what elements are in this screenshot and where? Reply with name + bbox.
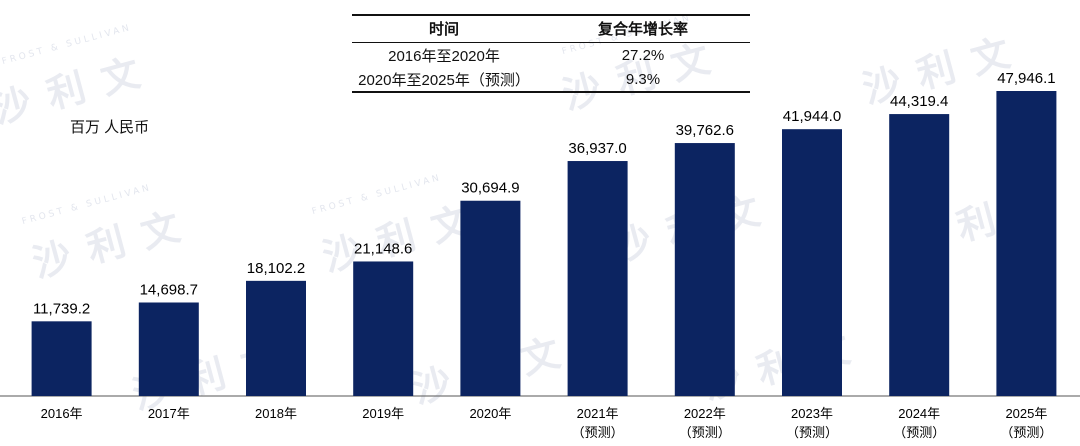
value-label: 41,944.0 bbox=[783, 108, 841, 125]
bar bbox=[889, 114, 950, 397]
cagr-header-period: 时间 bbox=[352, 14, 536, 43]
value-label: 44,319.4 bbox=[890, 93, 948, 110]
value-label: 14,698.7 bbox=[140, 281, 198, 298]
value-label: 21,148.6 bbox=[354, 240, 412, 257]
cagr-rate: 9.3% bbox=[536, 67, 750, 93]
cagr-header-rate: 复合年增长率 bbox=[536, 14, 750, 43]
x-tick-label: 2019年 bbox=[362, 406, 404, 421]
x-tick-label: 2018年 bbox=[255, 406, 297, 421]
bar bbox=[567, 161, 628, 396]
cagr-period: 2020年至2025年（预测） bbox=[352, 67, 536, 93]
value-label: 18,102.2 bbox=[247, 260, 305, 277]
bar bbox=[353, 261, 414, 396]
bar bbox=[31, 321, 92, 396]
table-row: 2020年至2025年（预测） 9.3% bbox=[352, 67, 750, 93]
x-tick-sublabel: （预测） bbox=[786, 425, 838, 440]
value-label: 39,762.6 bbox=[676, 122, 734, 139]
cagr-table: 时间 复合年增长率 2016年至2020年 27.2% 2020年至2025年（… bbox=[352, 14, 750, 93]
bar bbox=[996, 91, 1057, 396]
x-tick-label: 2022年 bbox=[684, 406, 726, 421]
value-label: 47,946.1 bbox=[997, 70, 1055, 87]
cagr-table-header: 时间 复合年增长率 bbox=[352, 14, 750, 43]
bar bbox=[460, 200, 521, 396]
x-tick-sublabel: （预测） bbox=[679, 425, 731, 440]
value-label: 36,937.0 bbox=[568, 140, 626, 157]
x-tick-label: 2023年 bbox=[791, 406, 833, 421]
x-tick-sublabel: （预测） bbox=[893, 425, 945, 440]
x-tick-label: 2021年 bbox=[577, 406, 619, 421]
x-tick-label: 2025年 bbox=[1005, 406, 1047, 421]
x-tick-label: 2017年 bbox=[148, 406, 190, 421]
cagr-rate: 27.2% bbox=[621, 47, 665, 64]
cagr-period: 2016年至2020年 bbox=[388, 48, 500, 65]
x-tick-sublabel: （预测） bbox=[1000, 425, 1052, 440]
x-tick-sublabel: （预测） bbox=[572, 425, 624, 440]
bar bbox=[782, 129, 842, 396]
value-label: 11,739.2 bbox=[33, 300, 90, 317]
unit-label: 百万 人民币 bbox=[70, 119, 150, 136]
x-tick-label: 2016年 bbox=[41, 406, 83, 421]
bar bbox=[138, 302, 199, 396]
x-tick-label: 2024年 bbox=[898, 406, 940, 421]
x-tick-label: 2020年 bbox=[469, 406, 511, 421]
table-row: 2016年至2020年 27.2% bbox=[352, 43, 750, 68]
value-label: 30,694.9 bbox=[461, 180, 519, 197]
bar bbox=[674, 143, 735, 396]
bar bbox=[246, 280, 306, 396]
